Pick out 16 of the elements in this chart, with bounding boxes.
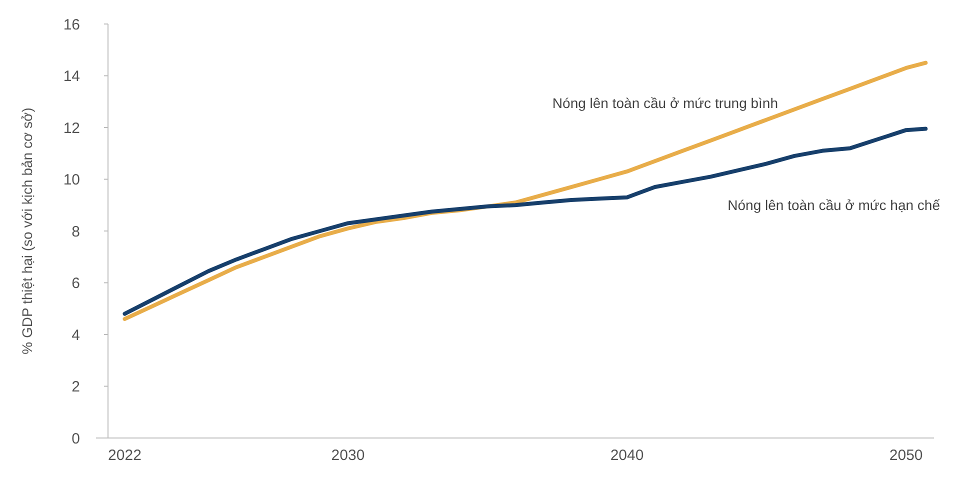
y-tick-label: 16 xyxy=(63,16,80,34)
y-tick-label: 10 xyxy=(63,172,80,188)
y-tick-label: 8 xyxy=(72,223,80,240)
y-tick-label: 0 xyxy=(72,430,80,448)
x-tick-label: 2030 xyxy=(331,447,365,464)
x-tick-label: 2022 xyxy=(108,447,142,464)
y-tick-label: 2 xyxy=(72,378,80,396)
y-tick-label: 12 xyxy=(63,120,80,137)
y-tick-label: 14 xyxy=(63,68,80,85)
series-label: Nóng lên toàn cầu ở mức trung bình xyxy=(552,95,778,111)
y-tick-label: 6 xyxy=(72,275,80,292)
series-label: Nóng lên toàn cầu ở mức hạn chế xyxy=(728,197,940,213)
x-tick-label: 2050 xyxy=(889,447,923,464)
y-axis-title: % GDP thiệt hại (so với kịch bản cơ sở) xyxy=(19,108,35,354)
x-tick-label: 2040 xyxy=(610,447,644,464)
y-tick-label: 4 xyxy=(72,326,80,344)
